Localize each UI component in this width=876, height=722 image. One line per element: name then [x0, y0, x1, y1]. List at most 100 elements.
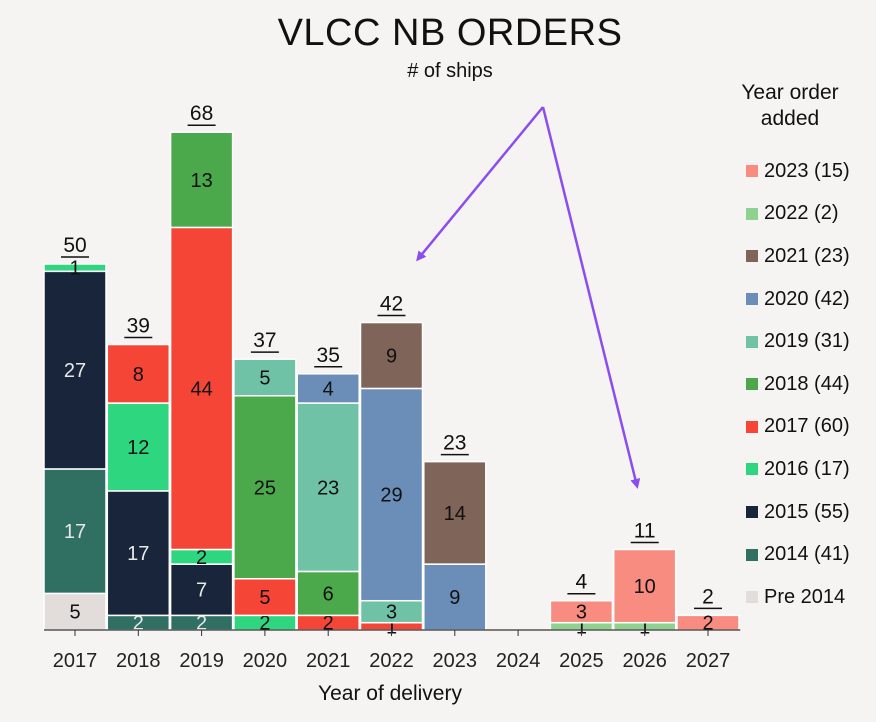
legend-swatch [746, 420, 758, 433]
bar-segment [169, 226, 234, 551]
total-label: 39 [127, 315, 150, 338]
bar-segment [233, 358, 297, 397]
bar-segment [106, 490, 171, 617]
segment-label: 9 [449, 587, 460, 609]
legend-label: 2020 (42) [764, 287, 850, 310]
total-label: 2 [702, 585, 714, 608]
segment-label: 1 [386, 616, 397, 638]
x-tick-label: 2019 [179, 650, 224, 672]
total-label: 11 [634, 519, 656, 542]
legend-swatch [746, 506, 758, 519]
segment-label: 1 [639, 616, 650, 638]
x-tick-label: 2021 [306, 650, 351, 672]
legend-item: 2018 (44) [746, 363, 850, 406]
bar-segment [423, 460, 487, 565]
bar-segment [296, 402, 360, 573]
bar-segment [359, 387, 424, 602]
bar-segment [43, 468, 107, 595]
segment-label: 2 [259, 613, 270, 635]
segment-label: 3 [386, 602, 397, 624]
legend-swatch [746, 207, 758, 220]
segment-label: 5 [69, 602, 80, 624]
bar-segment [169, 131, 234, 229]
bar-segment [612, 548, 677, 624]
x-tick-label: 2026 [622, 650, 667, 672]
segment-label: 25 [254, 477, 276, 499]
chart-title: VLCC NB ORDERS [277, 12, 623, 54]
legend-label: 2016 (17) [764, 457, 850, 480]
x-tick-label: 2025 [559, 650, 604, 672]
legend-item: 2021 (23) [746, 235, 850, 278]
bar-segment [43, 263, 107, 273]
bar-segment [106, 402, 171, 492]
legend-item: 2016 (17) [746, 448, 850, 491]
bar-segment [233, 395, 297, 580]
segment-label: 17 [127, 543, 149, 565]
legend-swatch [746, 463, 758, 476]
segment-label: 44 [190, 378, 212, 400]
legend-label: 2015 (55) [764, 500, 850, 523]
bar-segment [549, 599, 614, 624]
legend-label: 2021 (23) [764, 244, 850, 267]
total-label: 4 [576, 571, 588, 594]
annotation-arrow [416, 106, 544, 262]
segment-label: 9 [386, 346, 397, 368]
legend-title: Year order added [741, 81, 839, 130]
segment-label: 17 [64, 521, 86, 543]
segment-label: 14 [444, 503, 466, 525]
segment-label: 3 [576, 602, 587, 624]
bar-segment [359, 321, 424, 390]
legend-label: 2022 (2) [764, 202, 839, 225]
x-tick-label: 2023 [433, 650, 478, 672]
segment-label: 5 [259, 587, 270, 609]
total-label: 68 [190, 102, 213, 125]
total-label: 37 [253, 329, 276, 352]
segment-label: 5 [259, 367, 270, 389]
segment-label: 12 [127, 437, 149, 459]
segment-label: 23 [317, 477, 339, 499]
legend-item: 2015 (55) [746, 491, 850, 534]
legend-item: 2020 (42) [746, 278, 850, 321]
total-label: 35 [317, 344, 340, 367]
annotation-arrow [541, 106, 641, 489]
segment-label: 2 [196, 613, 207, 635]
bar-segment [296, 570, 360, 617]
legend-swatch [746, 591, 758, 604]
segment-label: 2 [133, 613, 144, 635]
bar-segment [296, 373, 360, 404]
legend-item: 2023 (15) [746, 150, 850, 193]
segment-label: 13 [190, 170, 212, 192]
segment-label: 29 [380, 485, 402, 507]
bar-segment [106, 343, 171, 404]
segment-label: 8 [133, 364, 144, 386]
segment-label: 27 [64, 360, 86, 382]
segment-label: 6 [323, 583, 334, 605]
legend-swatch [746, 165, 758, 178]
x-tick-label: 2017 [53, 650, 98, 672]
segment-label: 10 [634, 576, 656, 598]
chart-subtitle: # of ships [407, 60, 493, 82]
legend: 2023 (15) 2022 (2) 2021 (23) 2020 (42) 2019 … [746, 150, 850, 619]
legend-item: 2019 (31) [746, 320, 850, 363]
legend-item: 2022 (2) [746, 193, 850, 236]
legend-label: 2023 (15) [764, 159, 850, 182]
legend-label: 2014 (41) [764, 543, 850, 566]
segment-label: 7 [196, 580, 207, 602]
legend-label: Pre 2014 [764, 585, 846, 608]
segment-label: 1 [69, 258, 80, 280]
segment-label: 2 [702, 613, 713, 635]
legend-item: 2017 (60) [746, 406, 850, 449]
x-tick-label: 2022 [369, 650, 414, 672]
segment-label: 2 [196, 547, 207, 569]
legend-swatch [746, 378, 758, 391]
legend-item: 2014 (41) [746, 533, 850, 576]
legend-swatch [746, 250, 758, 263]
x-tick-label: 2020 [243, 650, 288, 672]
total-label: 23 [443, 432, 466, 455]
bar-segment [43, 270, 107, 470]
legend-swatch [746, 293, 758, 306]
legend-label: 2017 (60) [764, 415, 850, 438]
x-axis-label: Year of delivery [318, 682, 462, 705]
x-tick-label: 2027 [686, 650, 731, 672]
